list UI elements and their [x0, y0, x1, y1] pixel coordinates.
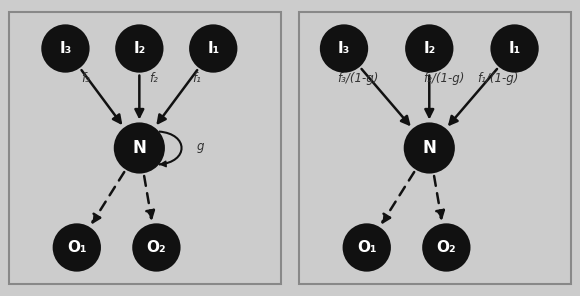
Text: O₁: O₁	[67, 240, 86, 255]
FancyBboxPatch shape	[299, 12, 571, 284]
Text: I₂: I₂	[423, 41, 436, 56]
Ellipse shape	[41, 24, 89, 73]
Ellipse shape	[189, 24, 237, 73]
Ellipse shape	[114, 123, 165, 173]
Ellipse shape	[343, 223, 391, 272]
Ellipse shape	[404, 123, 455, 173]
Ellipse shape	[132, 223, 180, 272]
Text: I₁: I₁	[509, 41, 521, 56]
Text: I₃: I₃	[59, 41, 71, 56]
Text: O₁: O₁	[357, 240, 376, 255]
Text: f₁/(1-g): f₁/(1-g)	[477, 72, 518, 85]
Text: f₂/(1-g): f₂/(1-g)	[423, 72, 464, 85]
FancyBboxPatch shape	[9, 12, 281, 284]
Ellipse shape	[115, 24, 164, 73]
Ellipse shape	[405, 24, 454, 73]
Text: N: N	[422, 139, 436, 157]
Text: I₂: I₂	[133, 41, 146, 56]
Text: I₃: I₃	[338, 41, 350, 56]
Text: f₃/(1-g): f₃/(1-g)	[338, 72, 379, 85]
Text: O₂: O₂	[147, 240, 166, 255]
Text: g: g	[196, 140, 204, 153]
Ellipse shape	[53, 223, 101, 272]
Text: f₂: f₂	[149, 72, 158, 85]
Text: f₃: f₃	[81, 72, 90, 85]
Ellipse shape	[491, 24, 539, 73]
Ellipse shape	[320, 24, 368, 73]
Ellipse shape	[422, 223, 470, 272]
Text: I₁: I₁	[207, 41, 219, 56]
Text: f₁: f₁	[192, 72, 201, 85]
Text: N: N	[132, 139, 146, 157]
Text: O₂: O₂	[437, 240, 456, 255]
